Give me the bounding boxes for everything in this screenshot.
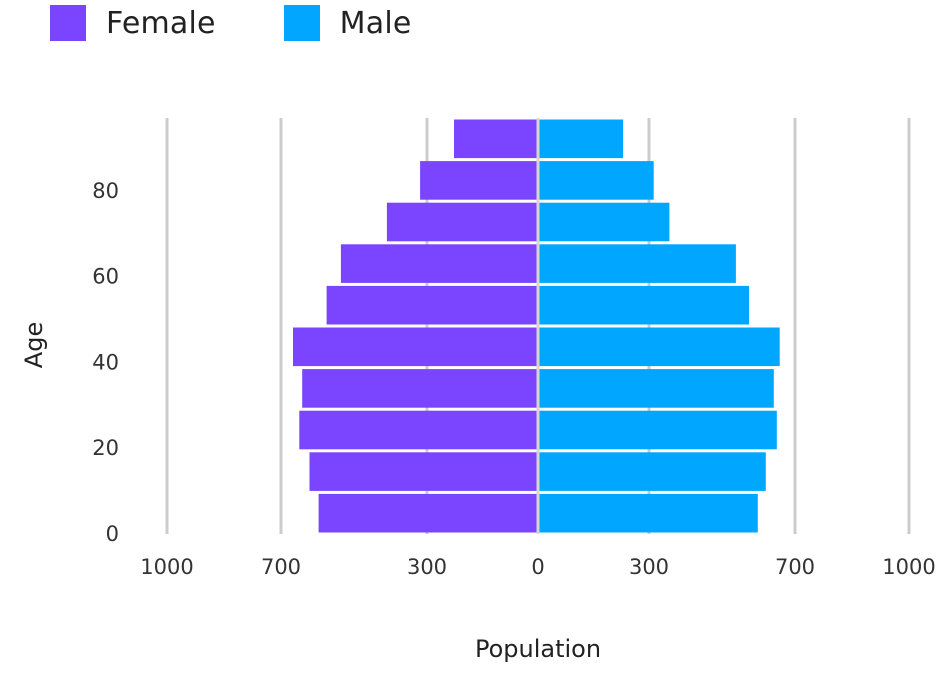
bar-female-40-49[interactable]	[293, 327, 538, 367]
bar-female-90+[interactable]	[454, 119, 538, 159]
bar-male-80-89[interactable]	[538, 161, 654, 200]
bar-female-10-19[interactable]	[309, 452, 539, 491]
bar-male-90+[interactable]	[538, 119, 624, 159]
bar-female-50-59[interactable]	[326, 285, 538, 325]
x-tick-label: 0	[531, 555, 544, 579]
y-axis-label: Age	[20, 322, 48, 368]
x-tick-label: 300	[407, 555, 447, 579]
y-tick-label: 60	[92, 265, 119, 289]
legend-item-male[interactable]: Male	[283, 5, 412, 41]
bar-female-60-69[interactable]	[340, 244, 538, 283]
bar-male-50-59[interactable]	[538, 285, 749, 325]
bar-female-20-29[interactable]	[299, 410, 539, 450]
x-ticks: 1000 700 300 0 300 700 1000	[140, 555, 935, 579]
bar-male-20-29[interactable]	[538, 410, 777, 450]
legend-item-female[interactable]: Female	[50, 5, 216, 41]
x-tick-label: 1000	[882, 555, 935, 579]
bars	[293, 119, 780, 533]
y-tick-label: 0	[106, 522, 119, 546]
bar-male-30-39[interactable]	[538, 369, 774, 408]
bar-male-70-79[interactable]	[538, 202, 670, 242]
bar-male-0-9[interactable]	[538, 493, 758, 533]
legend-label-female: Female	[106, 5, 216, 41]
x-tick-label: 700	[261, 555, 301, 579]
legend: Female Male	[50, 0, 480, 46]
legend-swatch-female	[50, 5, 86, 41]
bar-female-0-9[interactable]	[318, 493, 538, 533]
legend-swatch-male	[283, 5, 320, 41]
legend-label-male: Male	[339, 5, 412, 41]
x-tick-label: 700	[775, 555, 815, 579]
bar-female-30-39[interactable]	[302, 369, 538, 408]
x-tick-label: 300	[629, 555, 669, 579]
bar-male-40-49[interactable]	[538, 327, 780, 367]
bar-male-10-19[interactable]	[538, 452, 766, 491]
y-tick-label: 80	[92, 179, 119, 203]
x-axis-label: Population	[475, 635, 601, 663]
y-tick-label: 40	[92, 350, 119, 374]
bar-female-80-89[interactable]	[420, 161, 538, 200]
x-tick-label: 1000	[140, 555, 193, 579]
bar-female-70-79[interactable]	[386, 202, 538, 242]
y-tick-label: 20	[92, 436, 119, 460]
y-ticks: 0 20 40 60 80	[92, 179, 119, 546]
bar-male-60-69[interactable]	[538, 244, 736, 283]
